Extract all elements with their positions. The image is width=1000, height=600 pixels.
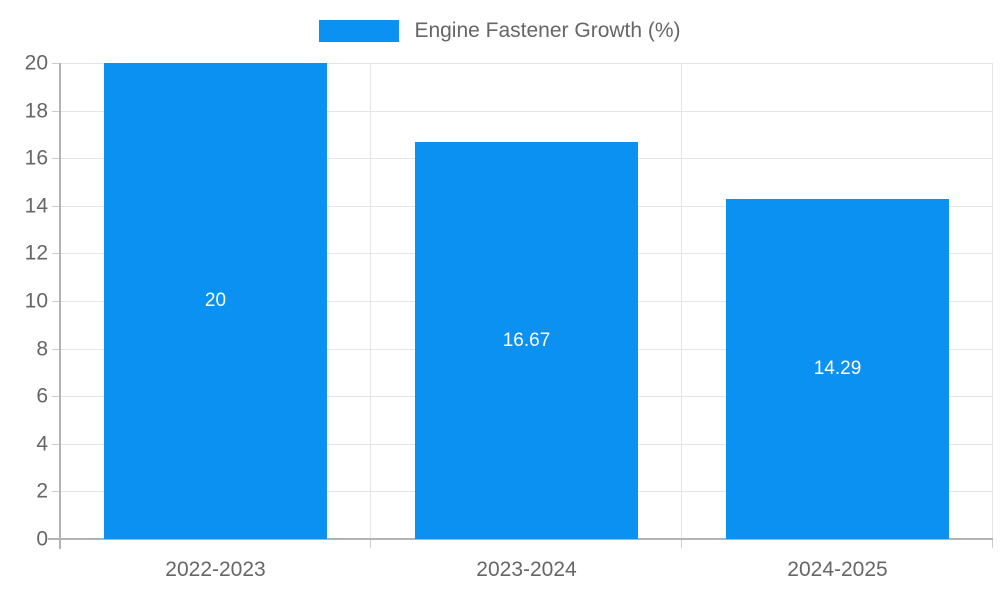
y-tick-mark xyxy=(52,301,59,302)
y-tick-label: 10 xyxy=(24,289,48,313)
y-tick-label: 6 xyxy=(36,384,48,408)
bar-value-label: 14.29 xyxy=(813,357,862,379)
y-tick-label: 18 xyxy=(24,99,48,123)
x-tick-label: 2023-2024 xyxy=(476,558,577,581)
bar-value-label: 16.67 xyxy=(502,329,551,351)
y-tick-mark xyxy=(52,205,59,207)
y-tick-mark xyxy=(52,491,59,493)
h-gridline xyxy=(60,110,993,112)
bar xyxy=(725,198,950,539)
y-tick-mark xyxy=(52,63,59,64)
x-tick-mark xyxy=(992,539,993,548)
y-tick-mark xyxy=(52,443,59,445)
bar xyxy=(103,63,328,539)
y-axis-line xyxy=(59,63,61,549)
legend-label: Engine Fastener Growth (%) xyxy=(414,19,681,42)
y-tick-mark xyxy=(52,110,59,112)
v-gridline xyxy=(992,63,993,539)
x-tick-label: 2022-2023 xyxy=(165,558,266,581)
y-tick-mark xyxy=(52,158,59,160)
v-gridline xyxy=(681,63,682,539)
legend-item[interactable]: Engine Fastener Growth (%) xyxy=(0,17,1000,45)
bar xyxy=(414,142,639,539)
x-axis-line xyxy=(48,538,993,540)
y-tick-label: 4 xyxy=(36,432,48,456)
y-tick-label: 20 xyxy=(24,51,48,75)
y-tick-mark xyxy=(52,348,59,350)
y-tick-label: 2 xyxy=(36,479,48,503)
y-tick-label: 12 xyxy=(24,241,48,265)
y-tick-mark xyxy=(52,253,59,255)
y-tick-label: 14 xyxy=(24,194,48,218)
y-tick-mark xyxy=(52,396,59,398)
h-gridline xyxy=(60,63,993,64)
v-gridline xyxy=(370,63,371,539)
legend-swatch-icon xyxy=(319,20,400,42)
y-tick-label: 16 xyxy=(24,146,48,170)
x-tick-label: 2024-2025 xyxy=(787,558,888,581)
y-tick-label: 0 xyxy=(36,527,48,551)
y-tick-label: 8 xyxy=(36,337,48,361)
x-tick-mark xyxy=(681,539,682,548)
x-tick-mark xyxy=(370,539,371,548)
plot-area: 20 16.67 14.29 xyxy=(48,63,993,549)
bar-value-label: 20 xyxy=(204,290,227,311)
